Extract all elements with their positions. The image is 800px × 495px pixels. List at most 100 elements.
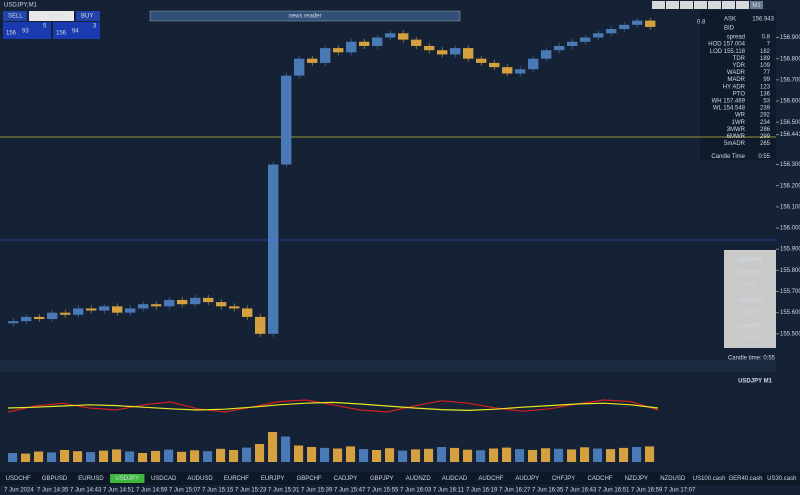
y-tick-label: 155.700 xyxy=(780,289,800,295)
info-label: 5mADR xyxy=(724,141,746,147)
timeframe-button[interactable] xyxy=(652,1,665,9)
timeframe-button[interactable] xyxy=(708,1,721,9)
info-value: 109 xyxy=(760,63,771,69)
candle xyxy=(125,308,136,313)
y-tick-label: 155.500 xyxy=(780,331,800,337)
volume-bar xyxy=(450,447,460,462)
volume-bar xyxy=(567,449,577,462)
panel-open-pos: 0.00% xyxy=(741,310,759,316)
symbol-tab[interactable]: AUDCAD xyxy=(442,476,468,482)
y-tick-label: 156.200 xyxy=(780,183,800,189)
sell-price-box[interactable] xyxy=(3,22,51,39)
timeframe-label: H4 xyxy=(683,3,691,9)
symbol-tab[interactable]: AUDNZD xyxy=(406,476,432,482)
symbol-tab[interactable]: US100.cash xyxy=(693,476,726,482)
y-tick-label: 156.800 xyxy=(780,56,800,62)
y-tick-label: 156.900 xyxy=(780,35,800,41)
candle xyxy=(489,62,500,68)
y-tick-label: 156.441 xyxy=(780,132,800,138)
info-value: 7 xyxy=(767,42,771,48)
timeframe-button[interactable] xyxy=(694,1,707,9)
symbol-tab[interactable]: EURJPY xyxy=(261,476,285,482)
info-value: 234 xyxy=(760,120,771,126)
account-panel xyxy=(724,250,776,348)
volume-bar xyxy=(112,449,122,462)
candle xyxy=(346,41,357,53)
volume-bar xyxy=(411,449,421,462)
candle xyxy=(229,306,240,309)
timeframe-button[interactable] xyxy=(666,1,679,9)
symbol-tab[interactable]: GBPJPY xyxy=(370,476,394,482)
info-label: WADR xyxy=(727,70,746,76)
x-tick-label: 7 Jun 15:23 xyxy=(235,488,267,494)
volume-bar xyxy=(476,450,486,462)
candle xyxy=(86,308,97,311)
x-tick-label: 7 Jun 16:11 xyxy=(433,488,465,494)
timeframe-label: M1 xyxy=(752,3,761,9)
x-tick-label: 7 Jun 16:03 xyxy=(400,488,432,494)
symbol-tab[interactable]: CADJPY xyxy=(334,476,358,482)
volume-bar xyxy=(528,450,538,462)
symbol-tab[interactable]: CHFJPY xyxy=(552,476,575,482)
volume-bar xyxy=(203,451,213,462)
candle xyxy=(216,302,227,307)
symbol-tab[interactable]: GBPUSD xyxy=(42,476,68,482)
tab-active[interactable] xyxy=(110,474,145,483)
timeframe-button[interactable] xyxy=(680,1,693,9)
symbol-tab[interactable]: NZDUSD xyxy=(660,476,686,482)
info-value: 292 xyxy=(760,113,771,119)
buy-price: 94 xyxy=(72,29,79,35)
symbol-tab[interactable]: NZDJPY xyxy=(625,476,648,482)
timeframe-button[interactable] xyxy=(722,1,735,9)
info-label: Candle Time xyxy=(711,154,745,160)
symbol-tab[interactable]: GER40.cash xyxy=(728,476,762,482)
ask-label: ASK xyxy=(724,17,736,23)
volume-bar xyxy=(372,450,382,462)
timeframe-label: M15 xyxy=(723,3,735,9)
symbol-tab[interactable]: US30.cash xyxy=(767,476,796,482)
ask-value: 156.943 xyxy=(752,17,774,23)
candle xyxy=(385,33,396,38)
timeframe-button[interactable] xyxy=(750,1,763,9)
volume-bar xyxy=(320,447,330,462)
candle xyxy=(632,20,643,25)
panel-daily: 0.12% xyxy=(741,336,759,342)
symbol-tab[interactable]: USDJPY xyxy=(115,476,139,482)
symbol-tab[interactable]: USDCHF xyxy=(6,476,31,482)
volume-bar xyxy=(34,451,44,462)
candle xyxy=(255,316,266,334)
panel-daily-label: Daily P/L xyxy=(738,324,763,330)
symbol-tab[interactable]: GBPCHF xyxy=(297,476,322,482)
candle xyxy=(411,39,422,46)
info-value: 99 xyxy=(763,77,770,83)
news-bar[interactable] xyxy=(149,10,461,22)
symbol-tab[interactable]: EURUSD xyxy=(78,476,104,482)
info-value: 239 xyxy=(760,106,771,112)
lot-input[interactable] xyxy=(29,11,74,21)
volume-bar xyxy=(47,452,57,462)
sell-big: 156 xyxy=(6,31,17,37)
timeframe-button[interactable] xyxy=(736,1,749,9)
symbol-tab[interactable]: AUDCHF xyxy=(478,476,503,482)
candle xyxy=(177,299,188,305)
buy-button[interactable] xyxy=(76,11,100,21)
symbol-tab[interactable]: EURCHF xyxy=(224,476,249,482)
symbol-tab[interactable]: AUDJPY xyxy=(515,476,539,482)
x-tick-label: 7 Jun 16:59 xyxy=(631,488,663,494)
x-tick-label: 7 Jun 2024 xyxy=(4,488,34,494)
volume-bar xyxy=(138,453,148,462)
volume-bar xyxy=(281,436,291,462)
symbol-title: USDJPY,M1 xyxy=(4,3,38,9)
symbol-tab[interactable]: AUDUSD xyxy=(187,476,213,482)
x-tick-label: 7 Jun 14:59 xyxy=(136,488,168,494)
y-tick-label: 156.600 xyxy=(780,99,800,105)
symbol-tab[interactable]: USDCAD xyxy=(151,476,177,482)
info-panel xyxy=(700,10,776,160)
symbol-tab[interactable]: CADCHF xyxy=(588,476,613,482)
candle xyxy=(463,48,474,59)
volume-bar xyxy=(229,450,239,462)
volume-bar xyxy=(632,447,642,462)
info-label: 3MWR xyxy=(727,127,746,133)
buy-price-box[interactable] xyxy=(53,22,100,39)
sell-button[interactable] xyxy=(3,11,27,21)
